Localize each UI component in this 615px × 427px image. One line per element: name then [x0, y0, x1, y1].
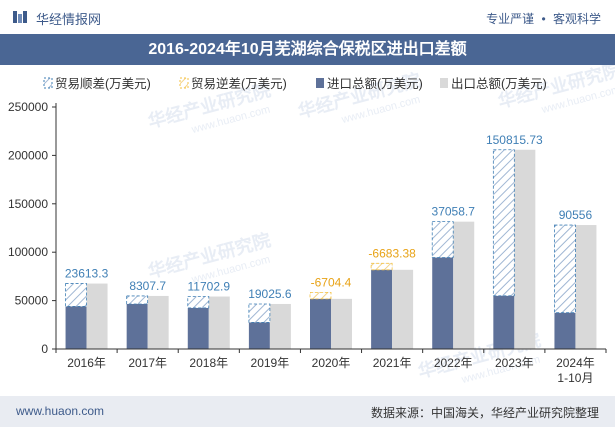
footer-website[interactable]: www.huaon.com: [16, 404, 105, 418]
legend: 贸易顺差(万美元) 贸易逆差(万美元) 进口总额(万美元) 出口总额(万美元): [43, 76, 547, 91]
export-bar: [392, 269, 414, 349]
x-tick-label: 2023年: [495, 356, 534, 370]
x-tick-label: 1-10月: [557, 371, 593, 385]
import-bar: [310, 292, 331, 349]
legend-label: 出口总额(万美元): [451, 77, 547, 91]
top-bar: 华经情报网 专业严谨 • 客观科学: [0, 0, 615, 34]
surplus-data-label: 8307.7: [129, 279, 166, 293]
import-bar: [554, 312, 576, 349]
tag-objective: 客观科学: [552, 12, 601, 26]
legend-label: 贸易逆差(万美元): [191, 76, 287, 91]
legend-swatch: [316, 78, 324, 88]
surplus-data-label: 11702.9: [188, 280, 231, 294]
data-labels: 23613.3 8307.7 11702.9 19025.6 -6704.4 -6683.…: [65, 133, 593, 301]
y-tick-label: 100000: [8, 245, 48, 259]
legend-swatch: [179, 77, 189, 89]
export-bar: [86, 283, 108, 349]
import-bar: [371, 263, 393, 349]
title-bar: [0, 34, 615, 65]
import-bar: [248, 322, 270, 349]
import-bar: [432, 257, 454, 349]
surplus-data-label: 37058.7: [432, 205, 476, 219]
surplus-bar: [492, 149, 515, 297]
x-tick-label: 2021年: [373, 356, 412, 370]
x-tick-label: 2022年: [434, 356, 473, 370]
legend-label: 贸易顺差(万美元): [55, 77, 151, 91]
huajing-logo-icon: [13, 11, 27, 23]
surplus-data-label: 150815.73: [486, 133, 543, 147]
surplus-bar: [187, 296, 210, 309]
export-bar: [575, 225, 597, 349]
surplus-bar: [248, 303, 271, 323]
x-tick-label: 2017年: [128, 356, 167, 370]
x-tick-label: 2020年: [312, 356, 351, 370]
deficit-bar: [309, 291, 332, 300]
deficit-bar: [370, 262, 393, 271]
export-bar: [514, 149, 536, 349]
surplus-bar: [65, 283, 87, 307]
x-tick-label: 2024年: [556, 356, 595, 370]
x-tick-label: 2019年: [251, 356, 290, 370]
surplus-bar: [126, 295, 149, 305]
import-bar: [126, 303, 148, 349]
legend-swatch: [440, 78, 448, 88]
y-tick-label: 50000: [15, 294, 49, 308]
surplus-bar: [431, 221, 454, 258]
legend-swatch: [43, 77, 53, 89]
legend-label: 进口总额(万美元): [327, 77, 423, 91]
surplus-data-label: 19025.6: [248, 287, 292, 301]
surplus-bar: [554, 224, 576, 314]
brand-name: 华经情报网: [36, 12, 102, 27]
x-tick-label: 2018年: [189, 356, 228, 370]
deficit-data-label: -6704.4: [311, 275, 352, 289]
import-bar: [187, 307, 209, 349]
y-tick-label: 200000: [8, 148, 48, 162]
surplus-data-label: 23613.3: [65, 267, 109, 281]
bars: [65, 149, 597, 349]
footer-source: 数据来源：中国海关，华经产业研究院整理: [370, 406, 599, 420]
header-tags: 专业严谨 • 客观科学: [486, 10, 601, 27]
export-bar: [269, 303, 291, 349]
export-bar: [208, 296, 230, 349]
export-bar: [147, 295, 169, 349]
y-tick-label: 250000: [8, 100, 48, 114]
import-bar: [65, 306, 87, 349]
y-tick-label: 0: [41, 342, 48, 356]
x-axis: 2016年 2017年 2018年 2019年 2020年 2021年 2022年 2023年…: [55, 348, 607, 385]
export-bar: [453, 221, 475, 349]
chart-title: 2016-2024年10月芜湖综合保税区进出口差额: [148, 41, 467, 58]
tag-separator: •: [541, 12, 546, 26]
y-tick-label: 150000: [8, 197, 48, 211]
x-tick-label: 2016年: [67, 356, 106, 370]
footer-bar: [0, 396, 615, 427]
y-axis: 0 50000 100000 150000 200000 250000: [8, 100, 57, 356]
export-bar: [331, 298, 352, 349]
surplus-data-label: 90556: [559, 208, 593, 222]
import-bar: [493, 295, 515, 349]
deficit-data-label: -6683.38: [368, 246, 416, 260]
tag-professional: 专业严谨: [486, 12, 535, 26]
